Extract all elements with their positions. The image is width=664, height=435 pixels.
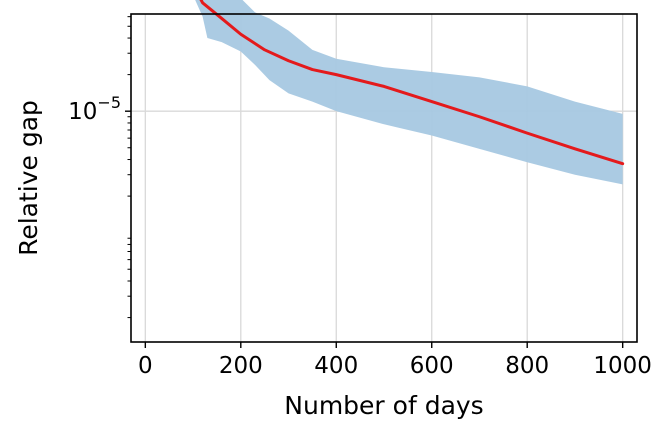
confidence-band	[195, 0, 623, 185]
x-tick-label: 200	[219, 353, 263, 379]
x-tick-labels: 0 200 400 600 800 1000	[138, 353, 652, 379]
x-tick-label: 600	[410, 353, 454, 379]
ticks	[125, 16, 624, 348]
x-tick-label: 400	[314, 353, 358, 379]
x-axis-label: Number of days	[284, 391, 483, 420]
x-tick-label: 800	[505, 353, 549, 379]
confidence-band-layer	[195, 0, 623, 185]
y-tick-labels: 10−510−410−310−210−1	[68, 0, 121, 125]
y-axis-label: Relative gap	[14, 100, 43, 256]
y-tick-label: 10−5	[68, 93, 121, 125]
y-tick-label: 10−4	[68, 0, 121, 4]
plot-frame	[130, 13, 638, 343]
series-line	[199, 0, 625, 166]
series-layer	[199, 0, 625, 166]
x-tick-label: 0	[138, 353, 153, 379]
x-tick-label: 1000	[593, 353, 652, 379]
